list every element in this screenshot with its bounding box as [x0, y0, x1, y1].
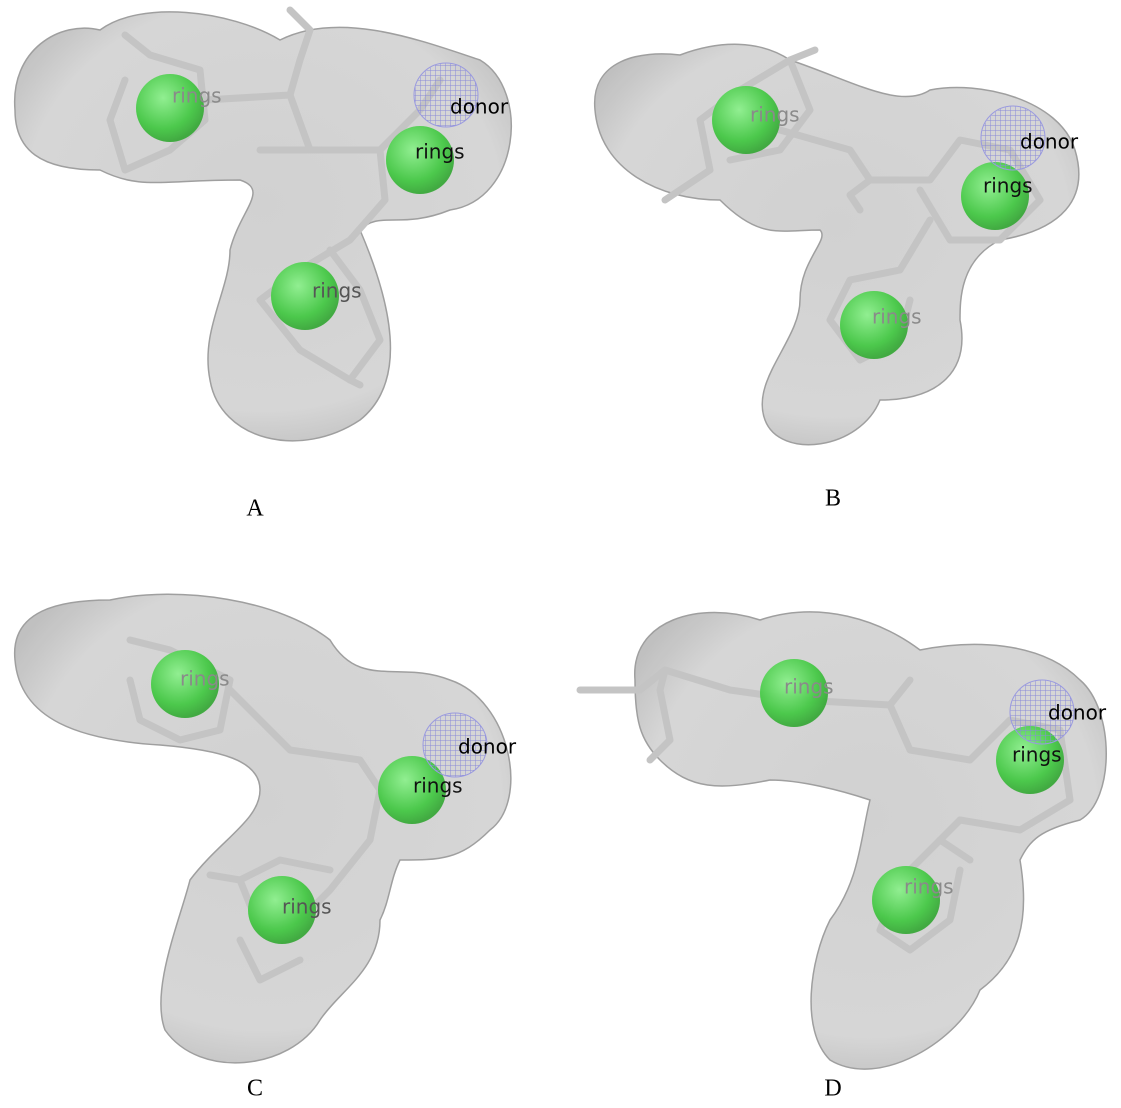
panel: rings donor rings rings A: [15, 10, 512, 522]
panel-label: A: [246, 496, 264, 522]
feature-label: rings: [1012, 743, 1062, 767]
bond: [790, 50, 815, 60]
feature-label: rings: [983, 174, 1033, 198]
feature-label: donor: [1048, 701, 1107, 725]
feature-label: rings: [312, 279, 362, 303]
feature-label: donor: [1020, 130, 1079, 154]
feature-label: rings: [750, 103, 800, 127]
figure: ringsdonorringsringsAringsdonorringsring…: [0, 0, 1121, 1108]
bond: [210, 875, 240, 880]
feature-label: rings: [872, 305, 922, 329]
feature-label: donor: [458, 735, 517, 759]
feature-label: rings: [784, 675, 834, 699]
feature-label: rings: [172, 84, 222, 108]
feature-label: donor: [450, 95, 509, 119]
molecular-surface: [15, 594, 511, 1063]
feature-label: rings: [413, 774, 463, 798]
panel: rings donor rings rings D: [580, 612, 1107, 1102]
bond: [350, 380, 360, 385]
panel-label: C: [247, 1076, 263, 1102]
panel-label: D: [824, 1076, 841, 1102]
panel: rings donor rings rings C: [15, 594, 517, 1101]
feature-label: rings: [415, 140, 465, 164]
feature-label: rings: [282, 895, 332, 919]
feature-label: rings: [904, 875, 954, 899]
feature-label: rings: [180, 667, 230, 691]
panel-label: B: [825, 486, 841, 512]
molecular-surface: [595, 44, 1079, 444]
panel: rings donor rings rings B: [595, 44, 1079, 511]
